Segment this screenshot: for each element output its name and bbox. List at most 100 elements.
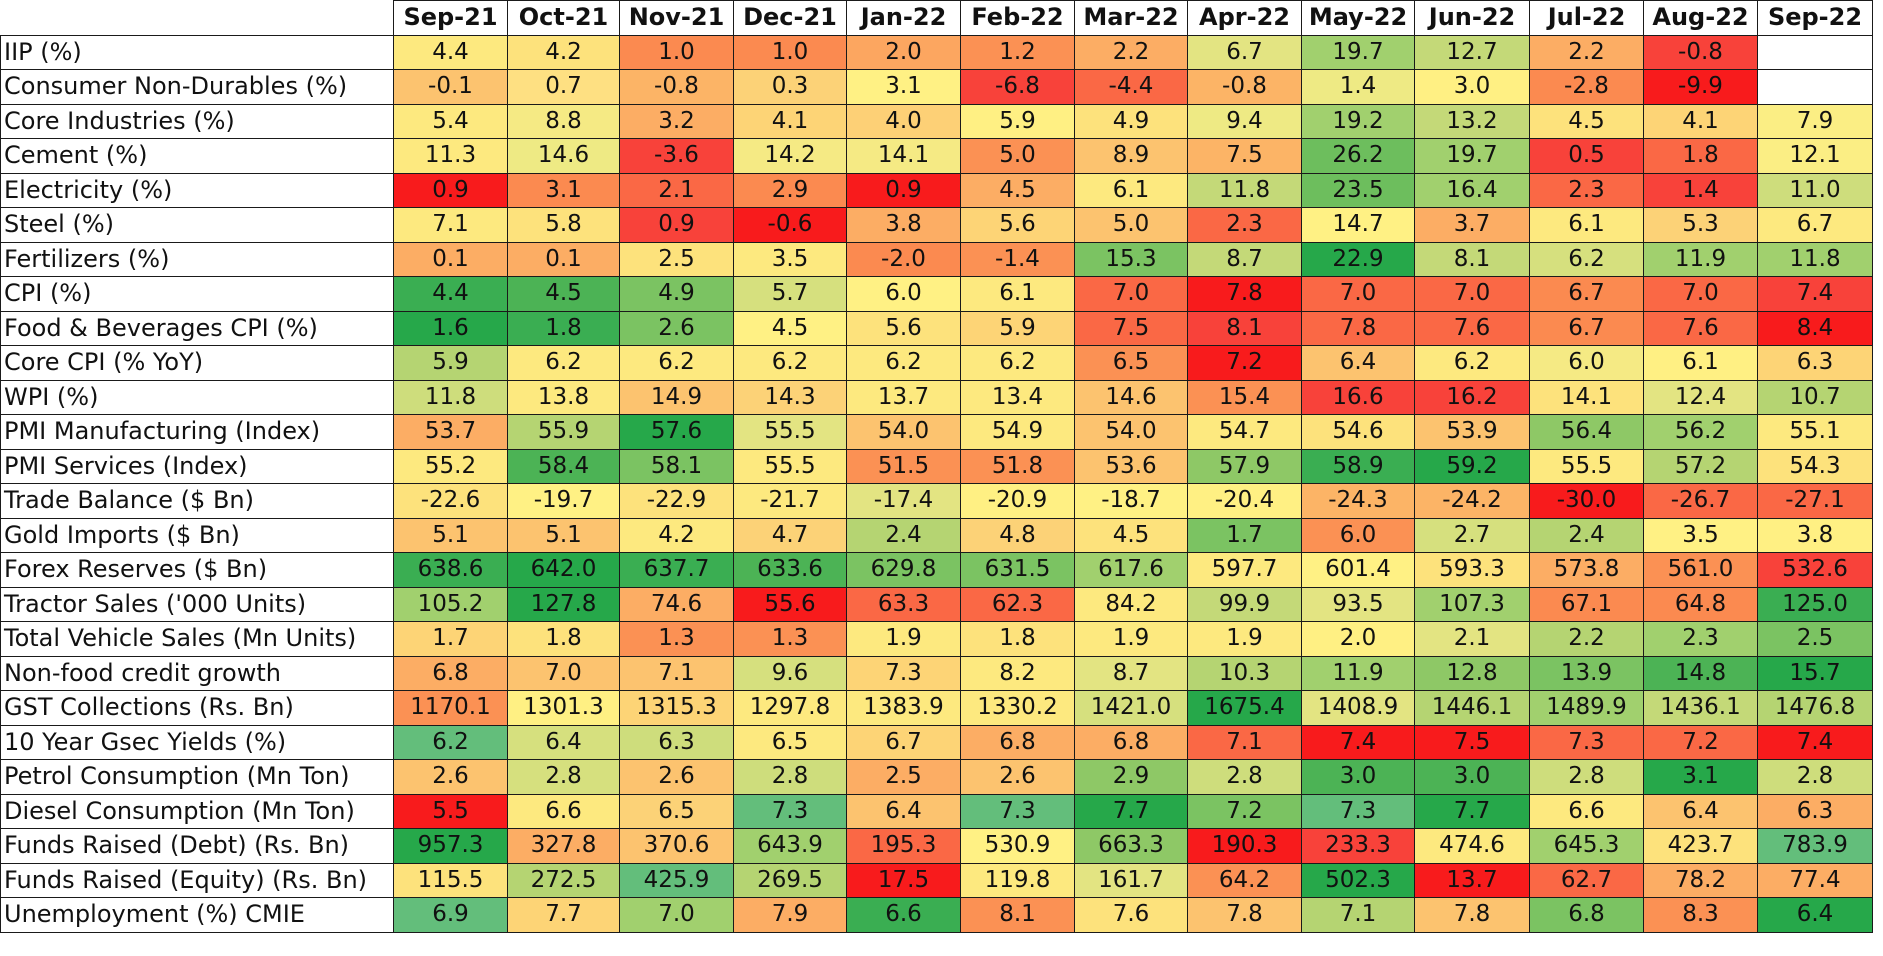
heatmap-cell: 1.2 [960, 34, 1075, 70]
heatmap-cell: -20.9 [960, 483, 1075, 519]
heatmap-cell: 53.9 [1414, 414, 1530, 450]
row-label: Forex Reserves ($ Bn) [0, 552, 394, 588]
heatmap-cell: 58.1 [619, 448, 734, 484]
heatmap-cell: 233.3 [1301, 828, 1415, 864]
heatmap-cell: 0.7 [507, 69, 620, 105]
column-header: Dec-21 [733, 0, 847, 36]
heatmap-cell: 3.2 [619, 103, 734, 139]
table-row: Fertilizers (%) 0.1 0.1 2.5 3.5 -2.0 -1.4 15.3 8… [0, 241, 1873, 277]
heatmap-cell: -19.7 [507, 483, 620, 519]
heatmap-cell: 58.9 [1301, 448, 1415, 484]
heatmap-cell: 4.9 [619, 276, 734, 312]
heatmap-cell: 1.8 [1643, 138, 1758, 174]
row-label: Funds Raised (Equity) (Rs. Bn) [0, 862, 394, 898]
heatmap-cell: 14.2 [733, 138, 847, 174]
heatmap-cell: 5.3 [1643, 207, 1758, 243]
heatmap-cell: 7.5 [1414, 724, 1530, 760]
table-row: Total Vehicle Sales (Mn Units) 1.7 1.8 1.3 1… [0, 621, 1873, 657]
heatmap-cell: 1383.9 [846, 690, 961, 726]
table-row: GST Collections (Rs. Bn) 1170.1 1301.3 1315… [0, 690, 1873, 726]
column-header: Sep-22 [1757, 0, 1873, 36]
table-row: Consumer Non-Durables (%) -0.1 0.7 -0.8 0.3 3… [0, 69, 1873, 105]
heatmap-cell: 7.0 [1074, 276, 1188, 312]
table-row: Core Industries (%) 5.4 8.8 3.2 4.1 4.0 5.9 4.9… [0, 103, 1873, 139]
heatmap-cell: 55.5 [1529, 448, 1644, 484]
heatmap-cell: 0.1 [393, 241, 508, 277]
table-row: Gold Imports ($ Bn) 5.1 5.1 4.2 4.7 2.4 4.8 4.5… [0, 517, 1873, 553]
heatmap-cell: -0.1 [393, 69, 508, 105]
heatmap-cell: 5.6 [846, 310, 961, 346]
heatmap-cell: -2.8 [1529, 69, 1644, 105]
heatmap-cell: 6.7 [1757, 207, 1873, 243]
heatmap-cell: 6.2 [619, 345, 734, 381]
table-row: Tractor Sales ('000 Units) 105.2 127.8 74.6… [0, 586, 1873, 622]
heatmap-cell: 12.4 [1643, 379, 1758, 415]
heatmap-cell: 7.1 [619, 655, 734, 691]
heatmap-cell: 1476.8 [1757, 690, 1873, 726]
row-label: Funds Raised (Debt) (Rs. Bn) [0, 828, 394, 864]
heatmap-cell: 15.7 [1757, 655, 1873, 691]
heatmap-cell: 5.0 [960, 138, 1075, 174]
heatmap-cell: 645.3 [1529, 828, 1644, 864]
heatmap-cell: 2.0 [1301, 621, 1415, 657]
heatmap-cell: -0.6 [733, 207, 847, 243]
heatmap-cell: 58.4 [507, 448, 620, 484]
heatmap-cell: -1.4 [960, 241, 1075, 277]
heatmap-cell: 1.0 [733, 34, 847, 70]
heatmap-cell: 5.1 [393, 517, 508, 553]
heatmap-cell: 13.9 [1529, 655, 1644, 691]
row-label: Petrol Consumption (Mn Ton) [0, 759, 394, 795]
heatmap-cell: 5.9 [960, 103, 1075, 139]
heatmap-cell: 6.3 [1757, 345, 1873, 381]
heatmap-cell: 7.8 [1301, 310, 1415, 346]
heatmap-cell: 12.7 [1414, 34, 1530, 70]
heatmap-cell: 16.2 [1414, 379, 1530, 415]
heatmap-cell: 7.2 [1643, 724, 1758, 760]
heatmap-cell: 56.4 [1529, 414, 1644, 450]
table-row: Cement (%) 11.3 14.6 -3.6 14.2 14.1 5.0 8.9 7.5 2… [0, 138, 1873, 174]
heatmap-cell: 2.2 [1529, 621, 1644, 657]
heatmap-cell: 2.2 [1529, 34, 1644, 70]
heatmap-cell: 2.8 [1757, 759, 1873, 795]
heatmap-cell: 105.2 [393, 586, 508, 622]
heatmap-cell: 7.1 [1301, 897, 1415, 933]
heatmap-cell: 5.8 [507, 207, 620, 243]
row-label: Gold Imports ($ Bn) [0, 517, 394, 553]
heatmap-cell: 14.8 [1643, 655, 1758, 691]
heatmap-cell: 54.7 [1187, 414, 1302, 450]
heatmap-cell: 643.9 [733, 828, 847, 864]
heatmap-cell: 5.7 [733, 276, 847, 312]
heatmap-cell: 1421.0 [1074, 690, 1188, 726]
row-label: Electricity (%) [0, 172, 394, 208]
heatmap-cell [1757, 34, 1873, 70]
heatmap-cell: 15.3 [1074, 241, 1188, 277]
heatmap-cell: 1.8 [960, 621, 1075, 657]
heatmap-cell: 2.7 [1414, 517, 1530, 553]
table-row: IIP (%) 4.4 4.2 1.0 1.0 2.0 1.2 2.2 6.7 19.7 12.7 2… [0, 34, 1873, 70]
heatmap-cell: 7.5 [1187, 138, 1302, 174]
heatmap-cell: 22.9 [1301, 241, 1415, 277]
heatmap-cell: -26.7 [1643, 483, 1758, 519]
row-label: Unemployment (%) CMIE [0, 897, 394, 933]
heatmap-cell: 6.0 [1529, 345, 1644, 381]
heatmap-cell: -22.6 [393, 483, 508, 519]
heatmap-cell: 107.3 [1414, 586, 1530, 622]
row-label: CPI (%) [0, 276, 394, 312]
heatmap-cell: 4.5 [733, 310, 847, 346]
heatmap-cell: 62.3 [960, 586, 1075, 622]
heatmap-cell: 6.9 [393, 897, 508, 933]
heatmap-cell: 2.4 [1529, 517, 1644, 553]
heatmap-cell: 54.6 [1301, 414, 1415, 450]
row-label: Food & Beverages CPI (%) [0, 310, 394, 346]
heatmap-cell: 642.0 [507, 552, 620, 588]
heatmap-cell: 2.8 [507, 759, 620, 795]
heatmap-cell: 56.2 [1643, 414, 1758, 450]
row-label: Total Vehicle Sales (Mn Units) [0, 621, 394, 657]
heatmap-cell: 13.7 [1414, 862, 1530, 898]
heatmap-cell: 6.2 [733, 345, 847, 381]
heatmap-cell: 3.8 [846, 207, 961, 243]
heatmap-cell: 64.2 [1187, 862, 1302, 898]
heatmap-cell: 26.2 [1301, 138, 1415, 174]
heatmap-cell: 6.6 [507, 793, 620, 829]
heatmap-cell: 7.6 [1414, 310, 1530, 346]
